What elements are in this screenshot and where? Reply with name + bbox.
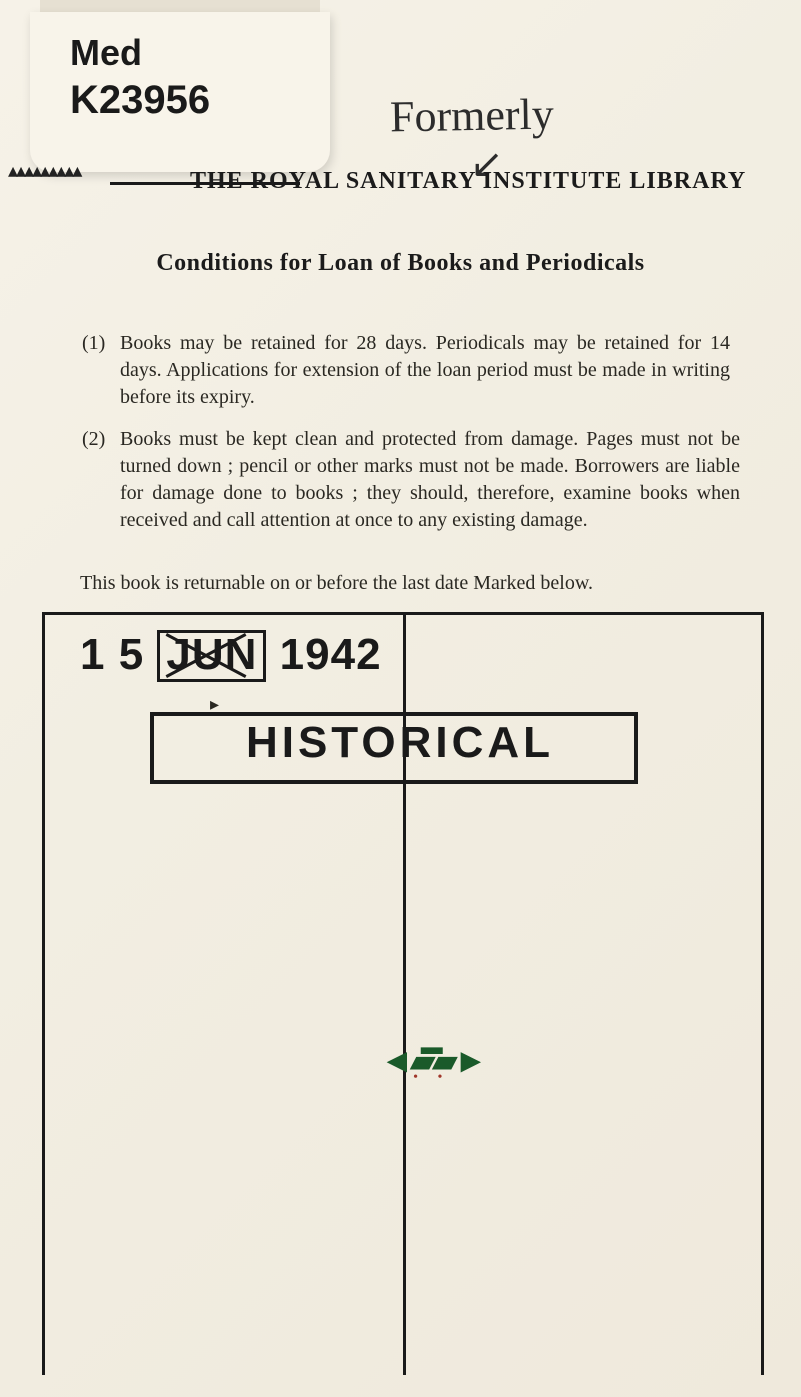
handwritten-formerly: Formerly (390, 89, 555, 143)
condition-2-text: Books must be kept clean and protected f… (120, 428, 740, 531)
conditions-heading: Conditions for Loan of Books and Periodi… (0, 250, 801, 277)
return-date-stamp: 1 5 JUN 1942 (80, 630, 382, 682)
historical-stamp: HISTORICAL (0, 718, 800, 768)
green-center-mark-icon: ▬ ◄▰▰► • • (380, 1040, 484, 1087)
label-med: Med (70, 32, 330, 74)
condition-1-number: (1) (82, 330, 105, 357)
condition-2: (2) Books must be kept clean and protect… (120, 426, 740, 534)
condition-1-text: Books may be retained for 28 days. Perio… (120, 332, 730, 408)
institute-title: THE ROYAL SANITARY INSTITUTE LIBRARY (190, 168, 746, 195)
returnable-line: This book is returnable on or before the… (80, 572, 760, 595)
margin-squiggle: ▴▴▴▴▴▴▴▴▴ (8, 158, 80, 183)
stamp-month-struck: JUN (157, 630, 266, 682)
stamp-day: 1 5 (80, 630, 144, 679)
stamp-year: 1942 (280, 630, 382, 679)
condition-1: (1) Books may be retained for 28 days. P… (120, 330, 730, 411)
condition-2-number: (2) (82, 426, 105, 453)
catalog-label-card: Med K23956 (30, 12, 330, 172)
label-code: K23956 (70, 78, 330, 123)
